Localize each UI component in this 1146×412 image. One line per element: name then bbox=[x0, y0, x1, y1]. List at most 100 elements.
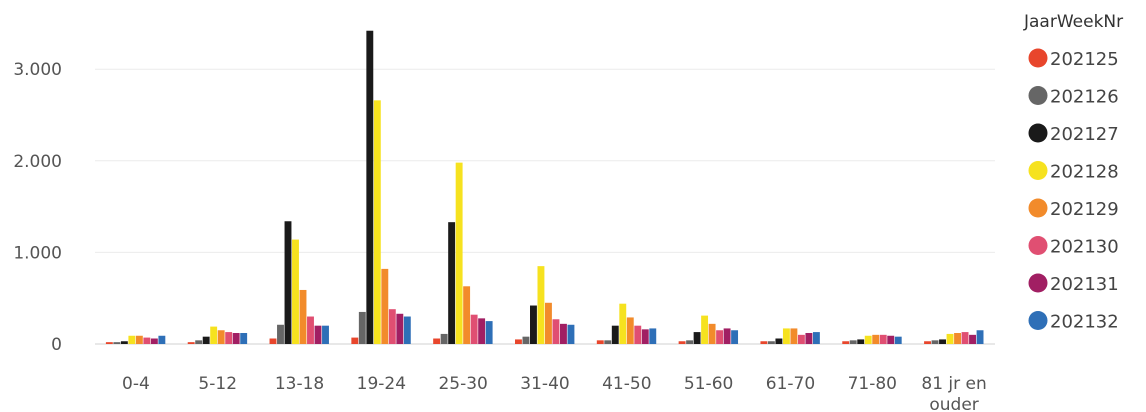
bar[interactable] bbox=[567, 324, 575, 344]
bar[interactable] bbox=[381, 268, 389, 344]
bar[interactable] bbox=[515, 339, 522, 344]
bar[interactable] bbox=[351, 337, 359, 344]
bar[interactable] bbox=[604, 340, 612, 344]
bar[interactable] bbox=[307, 316, 314, 344]
bar[interactable] bbox=[396, 313, 404, 344]
bar[interactable] bbox=[641, 329, 649, 344]
legend-item-label[interactable]: 202129 bbox=[1050, 199, 1119, 220]
legend-marker bbox=[1028, 311, 1048, 330]
bar[interactable] bbox=[366, 30, 374, 345]
bar[interactable] bbox=[433, 338, 441, 344]
bar[interactable] bbox=[619, 303, 627, 344]
bar[interactable] bbox=[158, 335, 166, 344]
bar[interactable] bbox=[560, 323, 567, 344]
bar[interactable] bbox=[448, 222, 456, 344]
bar[interactable] bbox=[537, 266, 545, 344]
bar[interactable] bbox=[143, 337, 151, 344]
bar[interactable] bbox=[857, 339, 865, 344]
legend-item-label[interactable]: 202125 bbox=[1050, 49, 1119, 70]
bar[interactable] bbox=[723, 328, 731, 344]
bar[interactable] bbox=[463, 286, 471, 344]
legend-item-label[interactable]: 202128 bbox=[1050, 162, 1119, 183]
bar[interactable] bbox=[812, 332, 820, 344]
bar[interactable] bbox=[954, 333, 961, 344]
bar[interactable] bbox=[522, 336, 530, 344]
legend-item-label[interactable]: 202132 bbox=[1050, 312, 1119, 333]
bar[interactable] bbox=[470, 314, 478, 344]
bar[interactable] bbox=[849, 340, 857, 344]
bar[interactable] bbox=[150, 338, 158, 344]
bar[interactable] bbox=[388, 309, 396, 344]
bar[interactable] bbox=[961, 332, 969, 344]
bar[interactable] bbox=[760, 341, 768, 344]
bar[interactable] bbox=[373, 100, 381, 345]
bar[interactable] bbox=[277, 324, 284, 344]
bar[interactable] bbox=[976, 330, 984, 344]
bar[interactable] bbox=[767, 341, 775, 344]
bar[interactable] bbox=[210, 326, 218, 344]
bar[interactable] bbox=[708, 323, 716, 344]
bar[interactable] bbox=[545, 302, 552, 344]
bar[interactable] bbox=[530, 305, 537, 344]
bar[interactable] bbox=[805, 333, 813, 344]
bar[interactable] bbox=[797, 334, 805, 344]
bar[interactable] bbox=[649, 328, 657, 344]
bar[interactable] bbox=[552, 319, 560, 344]
bar[interactable] bbox=[455, 162, 463, 344]
legend-item-label[interactable]: 202131 bbox=[1050, 274, 1119, 295]
bar[interactable] bbox=[775, 338, 783, 344]
bar[interactable] bbox=[686, 340, 694, 344]
bar[interactable] bbox=[299, 289, 307, 344]
bar[interactable] bbox=[842, 341, 850, 344]
bar[interactable] bbox=[872, 334, 880, 344]
bar[interactable] bbox=[269, 338, 277, 344]
legend-item-label[interactable]: 202126 bbox=[1050, 87, 1119, 108]
bar[interactable] bbox=[894, 336, 902, 344]
bar[interactable] bbox=[120, 341, 128, 344]
bar[interactable] bbox=[678, 341, 686, 344]
bar[interactable] bbox=[232, 333, 240, 344]
legend-item-label[interactable]: 202127 bbox=[1050, 124, 1119, 145]
bar[interactable] bbox=[284, 221, 292, 344]
bar[interactable] bbox=[946, 333, 954, 344]
bar[interactable] bbox=[403, 316, 411, 344]
bar[interactable] bbox=[217, 330, 225, 344]
bar[interactable] bbox=[887, 335, 895, 344]
legend[interactable]: JaarWeekNr 202125 202126 202127 202128 20212… bbox=[1023, 12, 1123, 333]
bar[interactable] bbox=[924, 341, 931, 344]
legend-item-label[interactable]: 202130 bbox=[1050, 237, 1119, 258]
bar[interactable] bbox=[240, 333, 248, 344]
bar[interactable] bbox=[939, 339, 946, 344]
bar[interactable] bbox=[105, 342, 113, 344]
bar[interactable] bbox=[225, 332, 233, 344]
bar[interactable] bbox=[135, 335, 143, 344]
bar[interactable] bbox=[187, 342, 195, 344]
bar[interactable] bbox=[202, 336, 210, 344]
bar[interactable] bbox=[864, 335, 872, 344]
bar[interactable] bbox=[879, 334, 887, 344]
bar[interactable] bbox=[485, 321, 493, 344]
bar[interactable] bbox=[701, 315, 709, 344]
bar[interactable] bbox=[634, 325, 642, 344]
bar[interactable] bbox=[292, 239, 299, 344]
bar[interactable] bbox=[931, 340, 939, 344]
x-tick-label: 31-40 bbox=[520, 374, 569, 394]
bar[interactable] bbox=[322, 325, 329, 344]
bar[interactable] bbox=[314, 325, 322, 344]
bar[interactable] bbox=[611, 325, 619, 344]
bar[interactable] bbox=[790, 328, 798, 344]
bar[interactable] bbox=[782, 328, 790, 344]
bar[interactable] bbox=[440, 333, 448, 344]
bar[interactable] bbox=[113, 342, 121, 344]
bar[interactable] bbox=[596, 340, 604, 344]
bar[interactable] bbox=[716, 330, 724, 344]
bar[interactable] bbox=[969, 334, 976, 344]
bar[interactable] bbox=[358, 311, 366, 344]
bar[interactable] bbox=[731, 330, 739, 344]
bar[interactable] bbox=[195, 340, 203, 344]
bar[interactable] bbox=[626, 317, 634, 344]
bar[interactable] bbox=[128, 335, 136, 344]
bar[interactable] bbox=[478, 318, 486, 344]
bar[interactable] bbox=[693, 332, 701, 344]
